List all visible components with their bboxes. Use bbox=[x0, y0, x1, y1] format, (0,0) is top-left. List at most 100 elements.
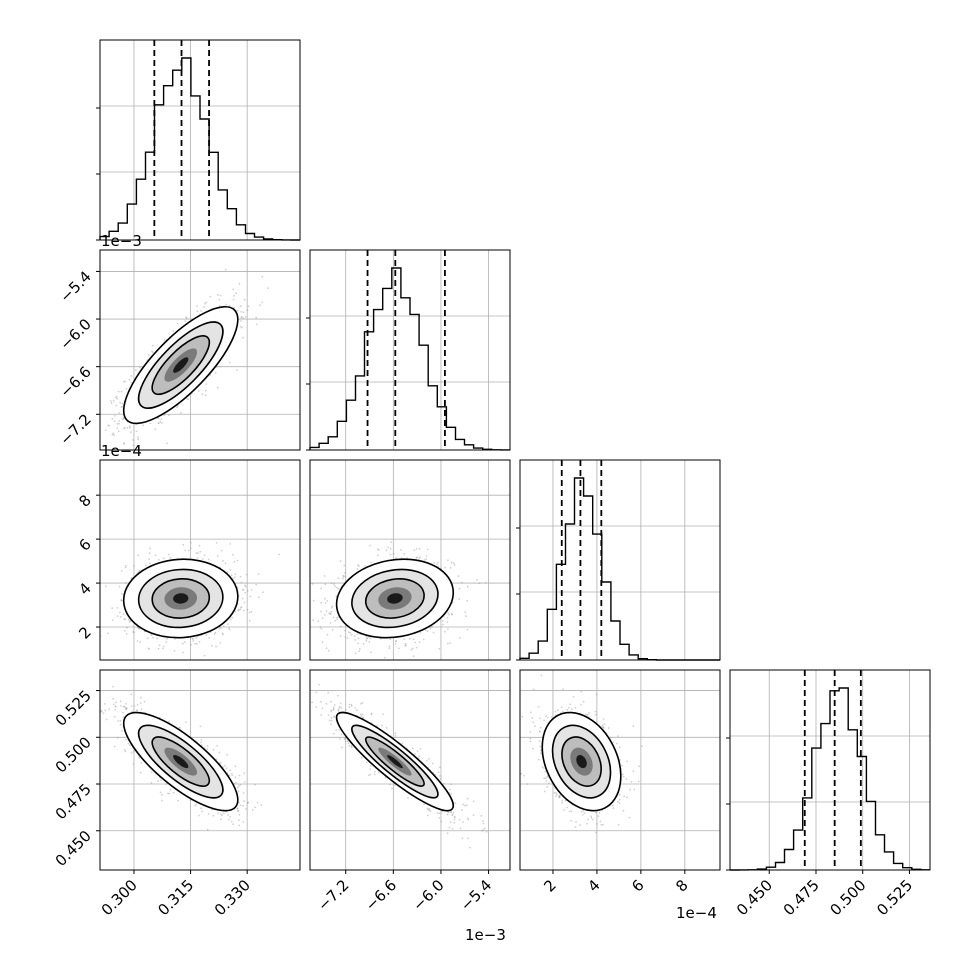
sample-point bbox=[119, 611, 121, 614]
sample-point bbox=[425, 555, 428, 557]
sample-point bbox=[413, 549, 416, 552]
sample-point bbox=[98, 632, 100, 634]
sample-point bbox=[107, 632, 109, 635]
sample-point bbox=[210, 644, 213, 647]
sample-point bbox=[217, 294, 219, 296]
sample-point bbox=[119, 615, 122, 618]
sample-point bbox=[125, 633, 128, 635]
sample-point bbox=[95, 428, 97, 430]
sample-point bbox=[240, 310, 243, 313]
sample-point bbox=[330, 582, 333, 584]
sample-point bbox=[125, 582, 127, 584]
sample-point bbox=[255, 323, 258, 326]
sample-point bbox=[200, 310, 202, 312]
sample-point bbox=[415, 557, 418, 559]
sample-point bbox=[261, 301, 264, 304]
density-contour bbox=[387, 593, 403, 604]
sample-point bbox=[137, 436, 139, 439]
sample-point bbox=[239, 784, 242, 786]
sample-point bbox=[132, 763, 135, 765]
sample-point bbox=[392, 552, 395, 555]
sample-point bbox=[357, 564, 359, 567]
sample-point bbox=[414, 641, 417, 644]
sample-point bbox=[234, 573, 237, 575]
sample-point bbox=[224, 562, 227, 565]
sample-point bbox=[334, 619, 336, 622]
sample-point bbox=[228, 628, 231, 631]
sample-point bbox=[369, 544, 372, 547]
sample-point bbox=[104, 585, 107, 588]
sample-point bbox=[398, 647, 400, 650]
sample-point bbox=[425, 558, 428, 560]
sample-point bbox=[418, 548, 421, 550]
sample-point bbox=[111, 607, 114, 610]
sample-point bbox=[418, 641, 421, 643]
sample-point bbox=[447, 642, 449, 645]
sample-point bbox=[400, 549, 402, 551]
sample-point bbox=[157, 422, 160, 425]
sample-point bbox=[320, 627, 323, 630]
sample-point bbox=[195, 637, 198, 639]
sample-point bbox=[403, 638, 406, 641]
sample-point bbox=[127, 618, 130, 621]
sample-point bbox=[336, 616, 339, 619]
density-contour bbox=[173, 357, 189, 373]
histogram-line bbox=[99, 57, 300, 241]
sample-point bbox=[216, 744, 219, 747]
panel-content bbox=[93, 268, 269, 473]
sample-point bbox=[227, 623, 229, 625]
sample-point bbox=[138, 471, 140, 473]
sample-point bbox=[116, 422, 119, 425]
sample-point bbox=[354, 639, 356, 641]
sample-point bbox=[242, 317, 245, 320]
hist-panel-2 bbox=[516, 459, 721, 661]
sample-point bbox=[457, 575, 460, 577]
sample-point bbox=[192, 640, 195, 642]
sample-point bbox=[452, 562, 455, 564]
sample-point bbox=[123, 426, 126, 429]
sample-point bbox=[132, 631, 135, 633]
sample-point bbox=[405, 644, 407, 647]
sample-point bbox=[324, 614, 326, 616]
sample-point bbox=[157, 422, 160, 424]
sample-point bbox=[408, 637, 411, 640]
sample-point bbox=[162, 645, 165, 648]
sample-point bbox=[186, 317, 188, 320]
sample-point bbox=[248, 619, 251, 622]
sample-point bbox=[358, 650, 361, 653]
sample-point bbox=[364, 565, 366, 567]
sample-point bbox=[447, 612, 449, 614]
sample-point bbox=[172, 330, 175, 332]
sample-point bbox=[121, 405, 124, 408]
sample-point bbox=[197, 390, 200, 392]
sample-point bbox=[222, 559, 224, 562]
sample-point bbox=[233, 294, 236, 297]
panel-content bbox=[310, 541, 487, 660]
sample-point bbox=[389, 548, 392, 550]
sample-point bbox=[201, 393, 204, 396]
sample-point bbox=[177, 799, 180, 802]
sample-point bbox=[147, 647, 150, 650]
sample-point bbox=[161, 422, 163, 424]
sample-point bbox=[100, 710, 103, 713]
sample-point bbox=[121, 402, 124, 405]
sample-point bbox=[365, 635, 368, 638]
sample-point bbox=[144, 564, 147, 567]
sample-point bbox=[128, 426, 131, 429]
sample-point bbox=[205, 633, 208, 636]
sample-point bbox=[136, 709, 139, 712]
sample-point bbox=[261, 275, 264, 278]
sample-point bbox=[124, 629, 126, 632]
sample-point bbox=[416, 556, 419, 559]
sample-point bbox=[229, 568, 232, 571]
sample-point bbox=[118, 412, 121, 414]
sample-point bbox=[429, 627, 432, 630]
sample-point bbox=[450, 612, 453, 615]
sample-point bbox=[129, 431, 132, 433]
sample-point bbox=[134, 369, 137, 371]
sample-point bbox=[245, 585, 247, 588]
sample-point bbox=[93, 471, 95, 473]
sample-point bbox=[136, 703, 139, 706]
sample-point bbox=[444, 566, 446, 569]
sample-point bbox=[368, 641, 371, 643]
